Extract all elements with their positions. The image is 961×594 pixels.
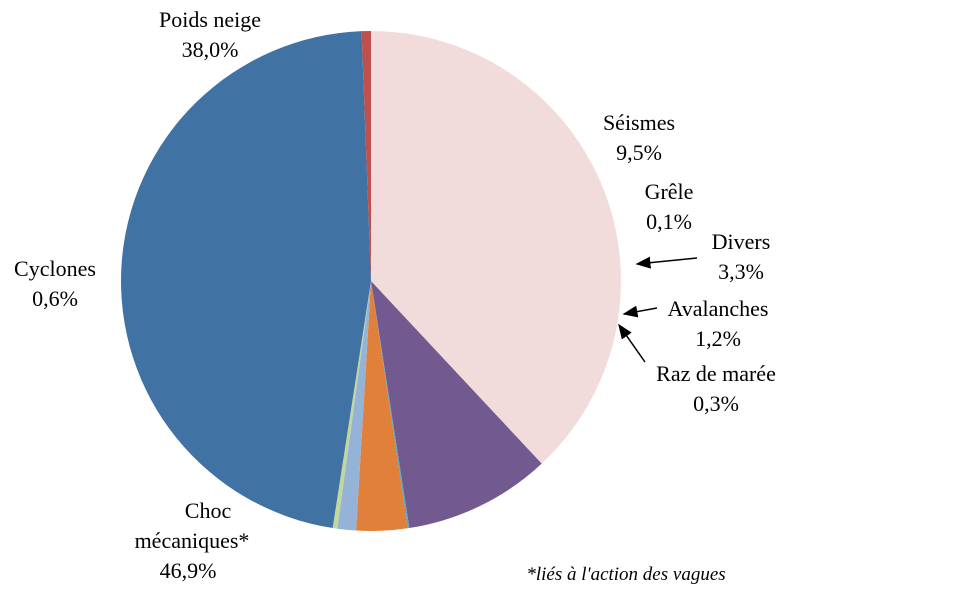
leader-avalanches — [622, 305, 658, 318]
leader-divers — [635, 256, 698, 269]
leader-raz-de-maree — [618, 323, 646, 363]
value-poids-neige: 38,0% — [182, 37, 239, 62]
value-choc-mecaniques: 46,9% — [160, 558, 217, 583]
label-cyclones: Cyclones — [14, 256, 96, 281]
label-poids-neige: Poids neige — [159, 7, 261, 32]
slice-seismes — [371, 281, 542, 529]
value-cyclones: 0,6% — [32, 286, 78, 311]
pie-slices — [121, 31, 621, 531]
footnote: *liés à l'action des vagues — [526, 564, 725, 585]
value-seismes: 9,5% — [616, 140, 662, 165]
label-raz-de-maree: Raz de marée — [656, 361, 776, 386]
label-seismes: Séismes — [603, 110, 675, 135]
slice-choc-mecaniques — [121, 31, 372, 529]
value-grele: 0,1% — [646, 209, 692, 234]
label-grele: Grêle — [645, 179, 694, 204]
label-choc-line-1: Choc — [185, 498, 232, 523]
slice-grele — [371, 281, 410, 529]
value-divers: 3,3% — [718, 259, 764, 284]
slice-divers — [356, 281, 408, 531]
value-raz-de-maree: 0,3% — [693, 391, 739, 416]
label-avalanches: Avalanches — [668, 296, 769, 321]
slice-cyclones — [361, 31, 371, 281]
value-avalanches: 1,2% — [695, 326, 741, 351]
slice-raz-de-maree — [332, 281, 371, 529]
label-choc-line-2: mécaniques* — [135, 528, 250, 553]
slice-poids-neige — [371, 31, 621, 464]
label-divers: Divers — [712, 229, 771, 254]
slice-avalanches — [337, 281, 371, 531]
leader-lines — [618, 256, 698, 363]
